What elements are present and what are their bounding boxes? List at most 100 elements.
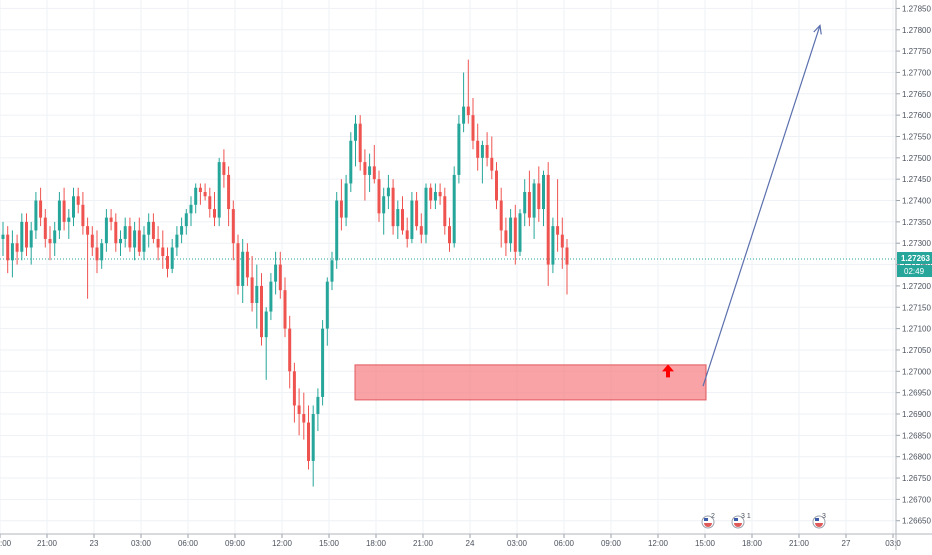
x-tick-label: 09:00 bbox=[225, 539, 246, 548]
candle-body bbox=[330, 260, 334, 282]
candle-body bbox=[457, 123, 461, 175]
candle-body bbox=[396, 209, 400, 227]
candle-body bbox=[368, 166, 372, 175]
candle-body bbox=[222, 162, 226, 175]
candle-body bbox=[410, 200, 414, 239]
candle-body bbox=[513, 217, 517, 252]
candle-body bbox=[424, 187, 428, 235]
y-tick-label: 1.27350 bbox=[902, 218, 931, 227]
y-tick-label: 1.27500 bbox=[902, 154, 931, 163]
candle-body bbox=[466, 106, 470, 116]
time-axis[interactable]: :00 21:00 23 03:00 06:00 09:00 12:00 15:00 18:00… bbox=[0, 533, 932, 548]
candle-body bbox=[147, 221, 151, 235]
candle-body bbox=[438, 191, 442, 197]
candle-body bbox=[104, 217, 108, 244]
candles bbox=[0, 59, 896, 487]
drawing-overlay[interactable] bbox=[662, 24, 822, 387]
candle-body bbox=[452, 174, 456, 244]
x-tick-label: 09:00 bbox=[601, 539, 622, 548]
candle-body bbox=[405, 230, 409, 239]
x-tick-label: 12:00 bbox=[648, 539, 669, 548]
candle-body bbox=[255, 285, 259, 303]
economic-event-marker[interactable]: 2 bbox=[701, 513, 715, 529]
candle-body bbox=[264, 311, 268, 338]
event-count: 2 bbox=[711, 513, 715, 520]
x-tick-label: 06:00 bbox=[554, 539, 575, 548]
y-tick-label: 1.26800 bbox=[902, 453, 931, 462]
candle-body bbox=[335, 200, 339, 261]
candle-body bbox=[532, 183, 536, 218]
candle-body bbox=[546, 174, 550, 265]
candle-body bbox=[490, 157, 494, 171]
candle-body bbox=[429, 187, 433, 201]
candle-body bbox=[231, 209, 235, 244]
candle-body bbox=[15, 243, 19, 252]
y-tick-label: 1.26750 bbox=[902, 474, 931, 483]
y-tick-label: 1.26950 bbox=[902, 389, 931, 398]
candle-body bbox=[53, 230, 57, 244]
candle-body bbox=[170, 247, 174, 269]
candle-body bbox=[6, 234, 10, 261]
candle-body bbox=[48, 238, 52, 244]
x-tick-label: 15:00 bbox=[695, 539, 716, 548]
candle-body bbox=[382, 196, 386, 214]
candle-body bbox=[349, 140, 353, 184]
candle-body bbox=[81, 204, 85, 227]
countdown-label: 02:49 bbox=[904, 267, 925, 276]
y-tick-label: 1.27100 bbox=[902, 325, 931, 334]
candle-body bbox=[321, 328, 325, 397]
candle-body bbox=[62, 200, 66, 222]
candle-body bbox=[95, 247, 99, 261]
economic-event-marker[interactable]: 3 bbox=[812, 513, 826, 529]
candle-body bbox=[542, 174, 545, 210]
y-tick-label: 1.26850 bbox=[902, 431, 931, 440]
candle-body bbox=[227, 174, 231, 210]
y-tick-label: 1.27800 bbox=[902, 26, 931, 35]
candle-body bbox=[128, 226, 132, 248]
y-tick-label: 1.26650 bbox=[902, 517, 931, 526]
y-tick-label: 1.27400 bbox=[902, 197, 931, 206]
countdown-badge bbox=[897, 265, 932, 278]
candle-body bbox=[551, 226, 555, 265]
candle-body bbox=[462, 106, 466, 124]
candle-body bbox=[325, 281, 329, 329]
candle-body bbox=[20, 221, 24, 252]
candle-body bbox=[339, 200, 343, 218]
x-tick-label: :00 bbox=[0, 539, 12, 548]
event-flag-canton bbox=[704, 518, 708, 521]
candle-body bbox=[391, 187, 395, 227]
candle-body bbox=[72, 196, 75, 218]
candle-body bbox=[109, 217, 113, 222]
candle-body bbox=[269, 281, 273, 312]
x-tick-label: 12:00 bbox=[272, 539, 293, 548]
y-tick-label: 1.27850 bbox=[902, 4, 931, 13]
event-markers[interactable]: 2 3 1 3 bbox=[701, 513, 826, 529]
candle-body bbox=[184, 213, 188, 227]
x-tick-label: 06:00 bbox=[178, 539, 199, 548]
demand-zone-layer[interactable] bbox=[354, 364, 707, 401]
event-flag-canton bbox=[734, 518, 738, 521]
candle-body bbox=[114, 221, 118, 244]
candle-body bbox=[288, 328, 292, 372]
candle-body bbox=[560, 234, 564, 248]
x-tick-label: 18:00 bbox=[366, 539, 387, 548]
candle-body bbox=[236, 243, 240, 286]
candle-body bbox=[123, 226, 127, 239]
candle-body bbox=[260, 285, 263, 338]
candle-body bbox=[363, 162, 367, 175]
candle-body bbox=[57, 200, 61, 231]
candle-body bbox=[1, 234, 5, 239]
candle-body bbox=[198, 187, 202, 192]
candle-body bbox=[208, 196, 212, 210]
y-tick-label: 1.27750 bbox=[902, 47, 931, 56]
candle-body bbox=[523, 191, 527, 214]
economic-event-marker[interactable]: 3 1 bbox=[731, 513, 751, 529]
candle-body bbox=[476, 140, 480, 158]
candle-body bbox=[278, 264, 282, 291]
x-tick-label: 21:00 bbox=[789, 539, 810, 548]
candle-body bbox=[217, 162, 221, 218]
candle-body bbox=[86, 226, 90, 235]
price-axis[interactable]: 1.27850 1.27800 1.27750 1.27700 1.27650 1.276… bbox=[895, 0, 932, 550]
